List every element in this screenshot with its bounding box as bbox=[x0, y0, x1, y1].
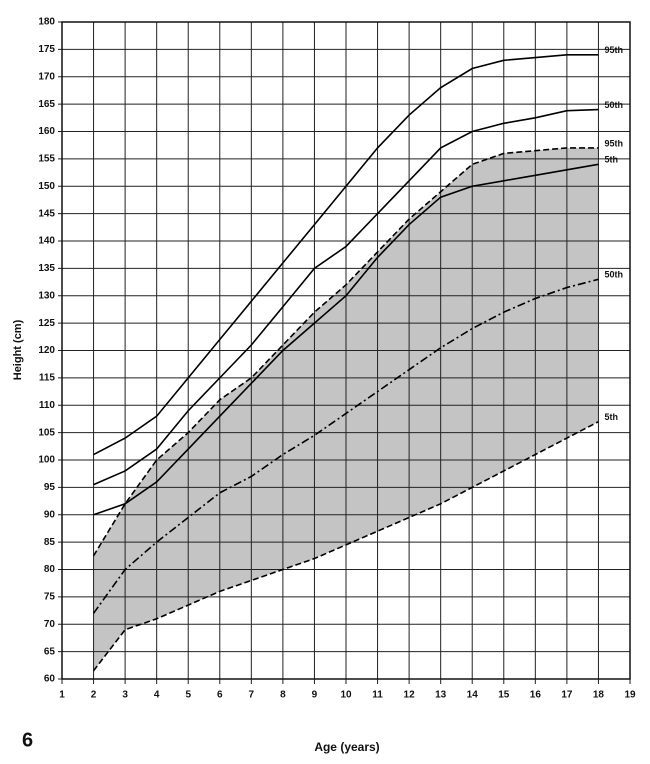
y-tick-label: 175 bbox=[38, 44, 55, 55]
series-label: 50th bbox=[604, 100, 623, 110]
x-tick-label: 17 bbox=[561, 690, 573, 701]
y-tick-label: 100 bbox=[38, 455, 55, 466]
x-tick-label: 9 bbox=[312, 690, 318, 701]
series-label: 95th bbox=[604, 45, 623, 55]
y-tick-label: 65 bbox=[44, 646, 56, 657]
x-tick-label: 6 bbox=[217, 690, 223, 701]
x-tick-label: 16 bbox=[530, 690, 542, 701]
y-tick-label: 150 bbox=[38, 181, 55, 192]
y-tick-label: 80 bbox=[44, 564, 56, 575]
y-tick-label: 110 bbox=[39, 400, 56, 411]
x-tick-label: 19 bbox=[624, 690, 636, 701]
y-tick-label: 95 bbox=[44, 482, 56, 493]
x-tick-label: 12 bbox=[404, 690, 416, 701]
figure-label: 6 bbox=[22, 729, 33, 751]
y-tick-label: 170 bbox=[38, 71, 55, 82]
series-line bbox=[92, 278, 599, 614]
series-line bbox=[92, 147, 599, 557]
y-tick-label: 135 bbox=[38, 263, 55, 274]
series-label: 5th bbox=[604, 412, 618, 422]
x-tick-label: 1 bbox=[59, 690, 65, 701]
y-tick-label: 165 bbox=[38, 99, 55, 110]
y-tick-label: 180 bbox=[38, 17, 55, 28]
series-label: 5th bbox=[604, 155, 618, 165]
y-tick-label: 155 bbox=[38, 154, 55, 165]
x-tick-label: 13 bbox=[435, 690, 447, 701]
plot-frame bbox=[61, 21, 631, 680]
x-tick-label: 10 bbox=[340, 690, 352, 701]
series-line bbox=[92, 420, 599, 672]
x-tick-label: 2 bbox=[91, 690, 97, 701]
y-tick-label: 60 bbox=[44, 674, 56, 685]
x-tick-label: 5 bbox=[185, 690, 191, 701]
series-line bbox=[93, 54, 599, 456]
y-tick-label: 130 bbox=[38, 290, 55, 301]
x-tick-label: 18 bbox=[593, 690, 605, 701]
series-label: 95th bbox=[604, 138, 623, 148]
y-tick-label: 85 bbox=[44, 537, 56, 548]
x-tick-label: 4 bbox=[154, 690, 160, 701]
x-tick-label: 7 bbox=[249, 690, 255, 701]
x-tick-label: 15 bbox=[498, 690, 510, 701]
y-tick-label: 125 bbox=[38, 318, 55, 329]
series-line bbox=[93, 108, 599, 486]
series-line bbox=[93, 163, 599, 516]
x-tick-label: 11 bbox=[372, 690, 383, 701]
y-tick-label: 105 bbox=[38, 427, 55, 438]
y-tick-label: 115 bbox=[39, 373, 56, 384]
y-tick-label: 120 bbox=[38, 345, 55, 356]
y-tick-label: 145 bbox=[38, 208, 55, 219]
x-tick-label: 14 bbox=[467, 690, 479, 701]
y-tick-label: 90 bbox=[44, 509, 56, 520]
x-tick-label: 3 bbox=[122, 690, 128, 701]
x-tick-label: 8 bbox=[280, 690, 286, 701]
y-tick-label: 75 bbox=[44, 592, 56, 603]
series-label: 50th bbox=[604, 270, 623, 280]
y-tick-label: 70 bbox=[44, 619, 56, 630]
y-tick-label: 140 bbox=[38, 236, 55, 247]
x-axis-title: Age (years) bbox=[314, 740, 379, 754]
y-axis-title: Height (cm) bbox=[12, 319, 24, 380]
y-tick-label: 160 bbox=[38, 126, 55, 137]
